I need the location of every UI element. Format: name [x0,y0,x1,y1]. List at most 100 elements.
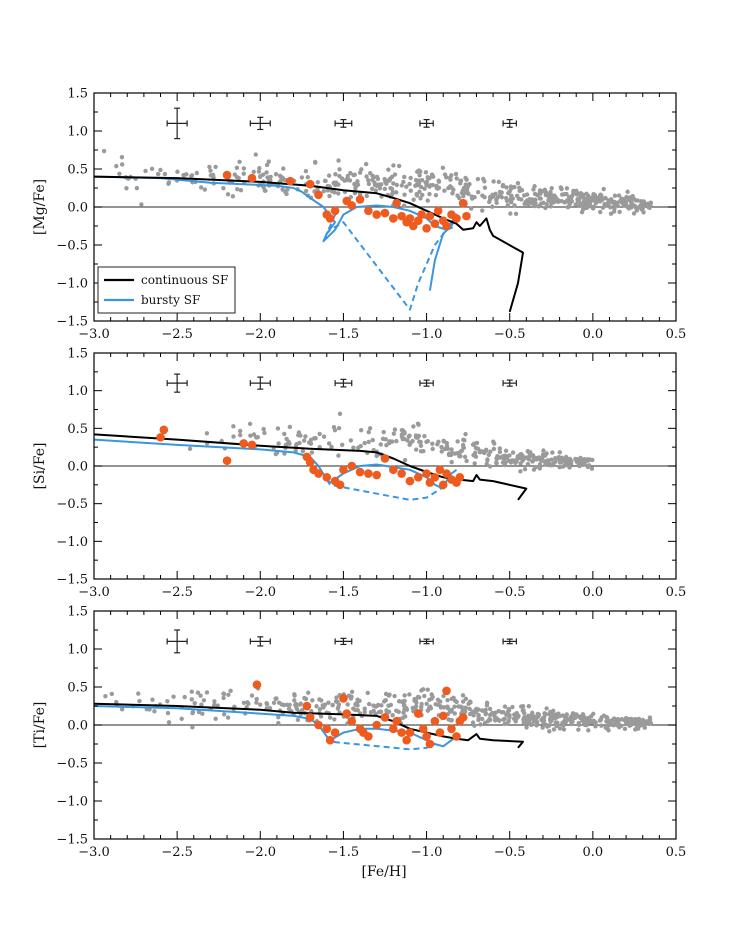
gray-point [508,460,514,465]
gray-point [201,698,207,703]
gray-point [276,720,281,726]
orange-point [305,713,315,722]
gray-point [221,691,227,697]
gray-point [612,193,618,198]
error-bar [419,638,434,645]
gray-point [390,713,395,718]
gray-point [530,458,536,464]
gray-point [435,442,440,447]
gray-point [611,209,617,214]
gray-point [413,447,419,452]
x-tick-label: −1.0 [411,585,443,600]
gray-point [232,172,238,177]
orange-point [239,439,248,448]
gray-point [537,463,543,469]
gray-point [526,703,532,709]
orange-point [355,467,365,477]
gray-point [370,437,375,443]
gray-point [524,201,530,206]
orange-point [438,480,448,490]
gray-point [278,174,283,179]
gray-point [425,687,430,692]
gray-point [241,700,247,706]
gray-point [423,170,429,175]
gray-point [298,433,303,438]
continuous-sf-line [94,702,524,749]
gray-point [559,455,565,461]
gray-point [493,710,498,715]
gray-point [491,179,496,184]
gray-point [293,701,299,707]
gray-point [448,177,453,182]
error-bar [166,107,188,140]
gray-point [467,699,473,704]
gray-point [297,702,303,707]
gray-point [282,431,287,437]
x-tick-label: −3.0 [78,845,110,860]
gray-point [405,438,410,443]
gray-point [352,172,357,177]
gray-point [441,705,447,710]
gray-point [134,185,140,191]
orange-point [397,469,406,478]
gray-point [533,464,539,470]
gray-point [464,185,469,191]
gray-point [376,182,382,187]
gray-point [427,191,432,197]
gray-point [648,720,654,726]
gray-point [574,712,579,717]
gray-point [416,168,422,173]
gray-point [417,439,422,445]
orange-point [380,454,390,463]
gray-point [576,722,582,727]
gray-point [458,449,463,454]
gray-point [284,436,289,442]
gray-point [336,425,342,431]
x-tick-label: −0.5 [494,585,526,600]
gray-point [585,458,591,463]
gray-point [449,718,454,723]
bursty-sf-line [94,705,461,748]
y-tick-label: 1.5 [67,87,88,102]
gray-point [452,704,457,709]
gray-point [418,443,424,449]
gray-point [366,701,372,707]
gray-point [355,445,361,450]
gray-point [442,188,447,193]
gray-point [471,713,476,718]
gray-point [198,693,203,698]
gray-point [551,708,556,713]
gray-point [638,203,643,208]
gray-point [564,186,570,191]
gray-point [190,725,195,730]
x-tick-label: 0.0 [583,585,604,600]
gray-point [318,714,324,719]
x-tick-label: −1.5 [328,327,360,342]
gray-point [430,174,436,179]
gray-point [543,711,548,717]
gray-point [441,693,446,699]
orange-point [413,473,423,482]
gray-point [507,713,512,718]
gray-point [455,193,460,198]
gray-point [518,469,523,474]
gray-point [555,197,560,202]
gray-point [420,687,426,692]
gray-point [548,714,554,719]
y-tick-label: 1.0 [67,384,88,399]
gray-point [412,698,417,703]
legend-box [97,266,236,314]
gray-point [526,713,531,718]
gray-point [273,696,279,701]
gray-point [256,169,262,174]
gray-point [333,172,338,177]
gray-point [417,173,422,178]
gray-point [576,727,581,732]
gray-point [383,179,388,185]
gray-point [430,182,435,188]
orange-point [355,195,365,204]
gray-point [158,167,163,173]
gray-point [348,696,354,701]
continuous-sf-line [94,175,524,313]
gray-point [287,424,293,430]
